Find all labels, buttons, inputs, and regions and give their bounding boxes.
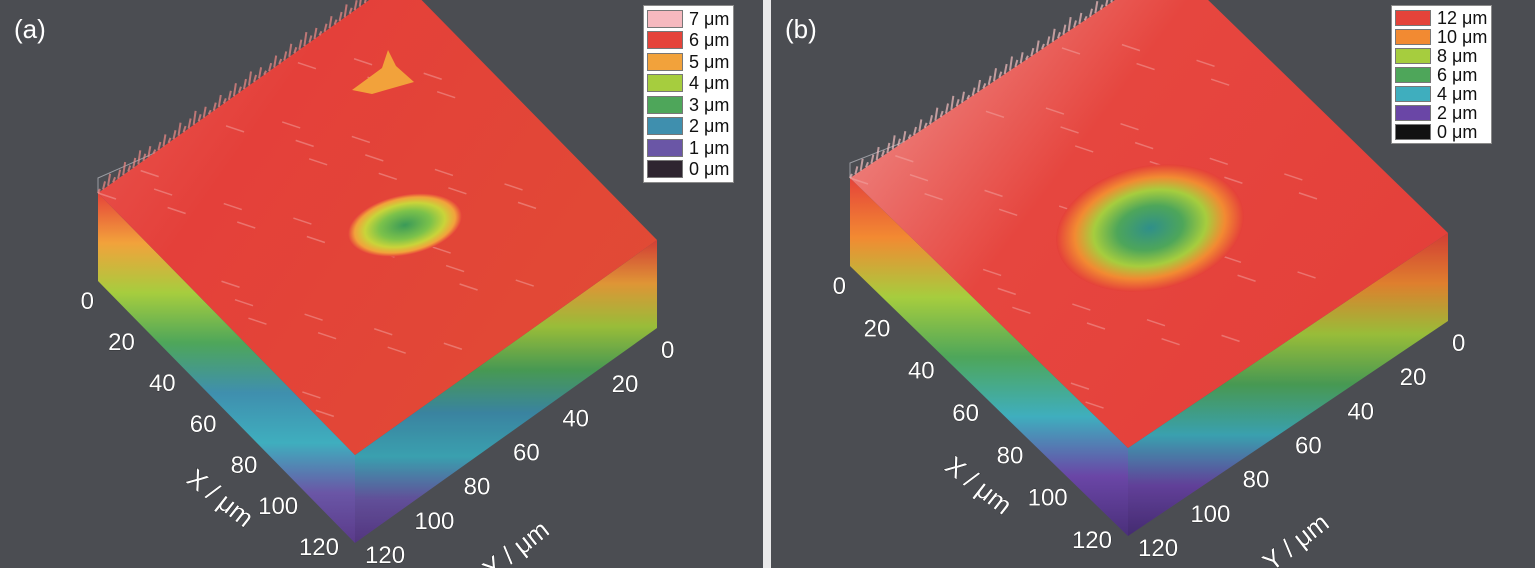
panel-label-a: (a) [14,14,46,44]
legend-label: 7 μm [689,8,730,29]
legend-swatch [647,95,683,114]
x-tick-label: 120 [1072,527,1112,554]
legend-swatch [1395,85,1431,102]
y-tick-label: 0 [1452,330,1465,357]
y-tick-label: 20 [1400,364,1427,391]
y-axis-title: Y / μm [477,514,555,568]
legend-entry: 2 μm [1395,103,1487,122]
legend-swatch [1395,123,1431,140]
legend-label: 10 μm [1437,26,1488,47]
x-tick-label: 80 [231,452,258,479]
x-tick-label: 0 [833,273,846,300]
legend-swatch [647,117,683,136]
y-tick-label: 40 [1347,398,1374,425]
surface-side-right [1128,233,1448,536]
legend-label: 2 μm [689,116,730,137]
panel-label-b: (b) [785,14,817,44]
surface-pit [1056,164,1244,292]
legend-swatch [647,52,683,71]
legend-label: 4 μm [1437,83,1478,104]
legend-swatch [647,138,683,157]
legend-swatch [1395,66,1431,83]
y-tick-label: 60 [1295,433,1322,460]
surface-side-right [355,240,657,543]
legend-swatch [1395,28,1431,45]
legend-swatch [1395,47,1431,64]
legend-entry: 0 μm [647,159,729,181]
legend-swatch [647,74,683,93]
y-tick-label: 120 [365,542,405,568]
panel-a: 0 20 40 60 80 100 120 0 20 40 60 80 100 120 X / μm Y / … [0,0,763,568]
legend-label: 6 μm [1437,64,1478,85]
y-tick-label: 20 [612,371,639,398]
y-tick-label: 80 [1243,467,1270,494]
x-tick-label: 100 [1028,485,1068,512]
legend-label: 1 μm [689,137,730,158]
legend-label: 3 μm [689,94,730,115]
legend-entry: 0 μm [1395,122,1487,141]
panel-b: 0 20 40 60 80 100 120 0 20 40 60 80 100 120 X / μm Y / … [771,0,1535,568]
legend-entry: 4 μm [1395,84,1487,103]
panel-divider [763,0,771,568]
legend-entry: 1 μm [647,137,729,159]
legend-entry: 12 μm [1395,8,1487,27]
legend-swatch [1395,9,1431,26]
surface-peak [352,50,414,94]
y-tick-label: 0 [661,337,674,364]
colorbar-legend-a: 7 μm 6 μm 5 μm 4 μm 3 μm 2 μm 1 μm 0 μm [643,5,735,183]
y-tick-label: 80 [464,474,491,501]
legend-swatch [647,9,683,28]
legend-entry: 10 μm [1395,27,1487,46]
x-tick-label: 60 [190,411,217,438]
surface-side-shade [355,240,657,543]
y-tick-label: 40 [562,405,589,432]
legend-entry: 2 μm [647,116,729,138]
legend-label: 0 μm [1437,121,1478,142]
surface-side-shade [1128,233,1448,536]
legend-swatch [647,31,683,50]
legend-entry: 8 μm [1395,46,1487,65]
legend-entry: 3 μm [647,94,729,116]
y-tick-label: 60 [513,440,540,467]
legend-label: 6 μm [689,30,730,51]
y-axis-title: Y / μm [1257,507,1335,568]
x-tick-label: 120 [299,534,339,561]
legend-swatch [647,160,683,179]
x-tick-label: 20 [864,315,891,342]
colorbar-legend-b: 12 μm 10 μm 8 μm 6 μm 4 μm 2 μm 0 μm [1391,5,1493,144]
y-tick-label: 120 [1138,535,1178,562]
x-tick-label: 80 [997,442,1024,469]
legend-label: 12 μm [1437,7,1488,28]
legend-label: 4 μm [689,73,730,94]
legend-entry: 6 μm [1395,65,1487,84]
x-tick-label: 60 [952,400,979,427]
x-tick-label: 0 [81,288,94,315]
legend-label: 5 μm [689,51,730,72]
surface-side-left [850,178,1128,536]
y-tick-label: 100 [1190,501,1230,528]
legend-swatch [1395,104,1431,121]
x-tick-label: 40 [149,370,176,397]
legend-entry: 6 μm [647,30,729,52]
legend-label: 8 μm [1437,45,1478,66]
surface-pit [347,193,463,257]
legend-label: 2 μm [1437,102,1478,123]
legend-entry: 5 μm [647,51,729,73]
x-tick-label: 20 [108,329,135,356]
x-tick-label: 100 [258,493,298,520]
legend-entry: 7 μm [647,8,729,30]
x-tick-label: 40 [908,358,935,385]
surface-side-left [98,193,355,543]
legend-label: 0 μm [689,159,730,180]
y-tick-label: 100 [414,508,454,535]
legend-entry: 4 μm [647,73,729,95]
